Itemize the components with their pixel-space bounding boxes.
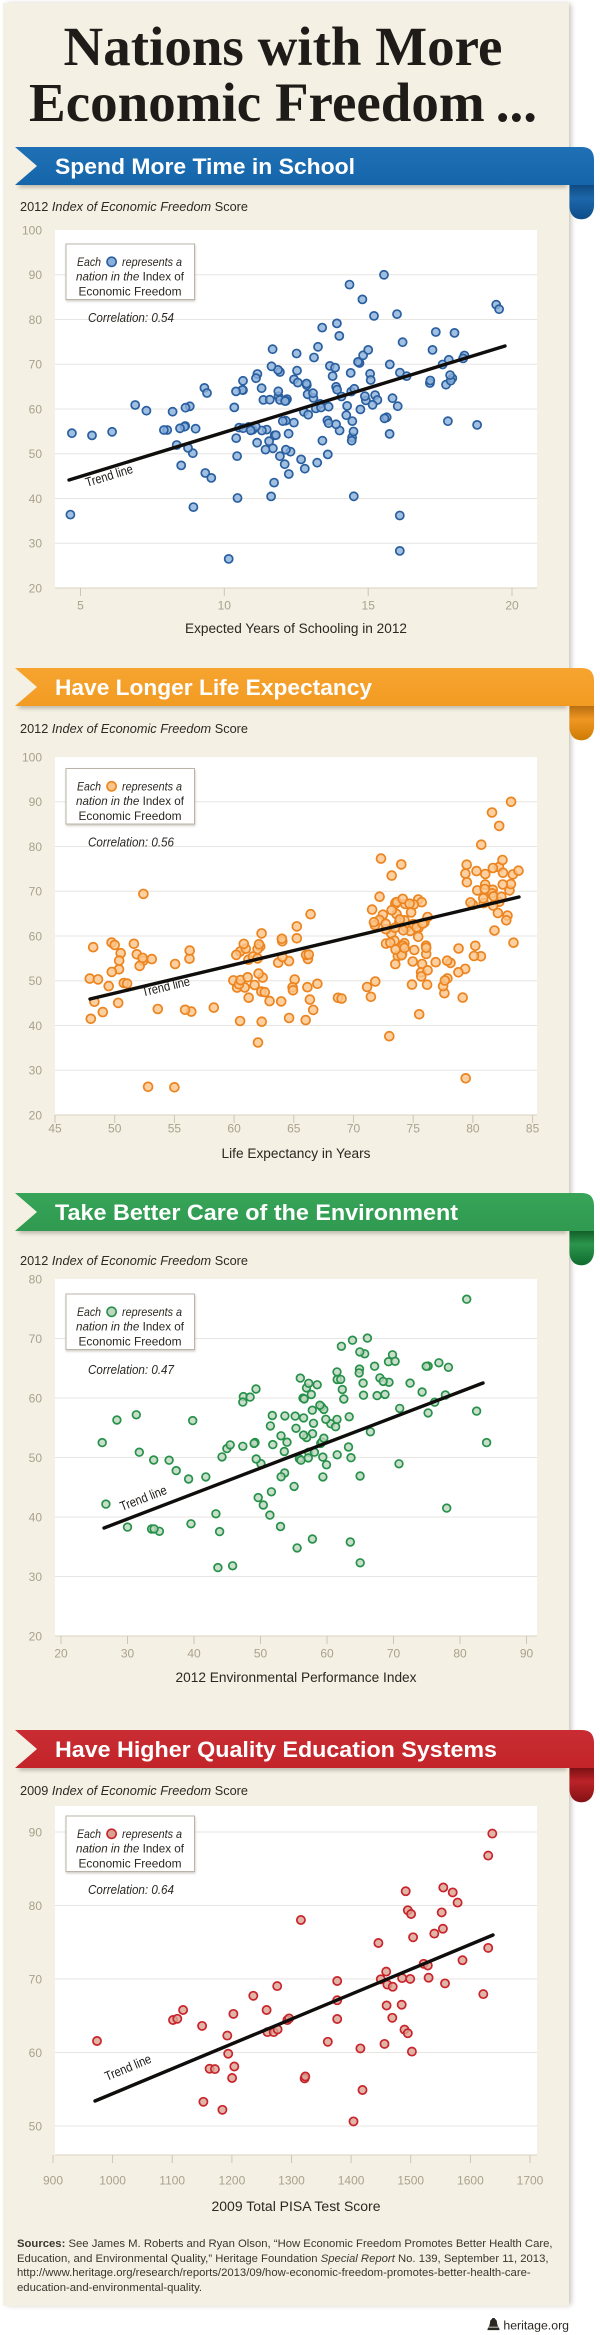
svg-text:1300: 1300 xyxy=(278,2173,305,2187)
svg-text:Have Higher Quality Education: Have Higher Quality Education Systems xyxy=(55,1737,497,1762)
svg-text:90: 90 xyxy=(29,268,43,282)
svg-text:nation in the Index of: nation in the Index of xyxy=(76,1320,185,1334)
svg-text:2012 Index of Economic Freedom: 2012 Index of Economic Freedom Score xyxy=(20,721,248,736)
svg-text:20: 20 xyxy=(29,581,43,595)
svg-text:70: 70 xyxy=(29,1972,43,1986)
svg-text:2012 Environmental Performance: 2012 Environmental Performance Index xyxy=(176,1670,417,1685)
svg-text:20: 20 xyxy=(29,1108,43,1122)
svg-text:Economic Freedom: Economic Freedom xyxy=(79,284,182,298)
svg-text:50: 50 xyxy=(29,2119,43,2133)
svg-text:Economic Freedom: Economic Freedom xyxy=(79,1856,182,1870)
svg-text:45: 45 xyxy=(48,1121,62,1135)
svg-text:represents a: represents a xyxy=(122,1827,182,1841)
svg-text:60: 60 xyxy=(29,1391,43,1405)
svg-text:5: 5 xyxy=(77,598,84,612)
svg-text:Each: Each xyxy=(77,255,101,269)
svg-text:65: 65 xyxy=(287,1121,301,1135)
svg-text:70: 70 xyxy=(29,1332,43,1346)
svg-text:70: 70 xyxy=(29,358,43,372)
svg-text:2012 Index of Economic Freedom: 2012 Index of Economic Freedom Score xyxy=(20,1253,248,1268)
svg-text:900: 900 xyxy=(43,2173,63,2187)
svg-text:80: 80 xyxy=(29,313,43,327)
svg-text:2009 Total PISA Test Score: 2009 Total PISA Test Score xyxy=(212,2199,381,2214)
svg-text:80: 80 xyxy=(29,1272,43,1286)
svg-text:Correlation: 0.64: Correlation: 0.64 xyxy=(88,1883,174,1897)
svg-text:50: 50 xyxy=(108,1121,122,1135)
svg-text:Each: Each xyxy=(77,1305,101,1319)
svg-text:1100: 1100 xyxy=(159,2173,185,2187)
svg-text:represents a: represents a xyxy=(122,1305,182,1319)
svg-text:70: 70 xyxy=(387,1646,401,1660)
svg-text:50: 50 xyxy=(29,447,43,461)
svg-text:Correlation: 0.56: Correlation: 0.56 xyxy=(88,836,174,850)
svg-text:Expected Years of Schooling in: Expected Years of Schooling in 2012 xyxy=(185,621,407,636)
svg-text:20: 20 xyxy=(29,1629,43,1643)
svg-text:85: 85 xyxy=(526,1121,540,1135)
svg-text:20: 20 xyxy=(505,598,519,612)
svg-text:60: 60 xyxy=(29,929,43,943)
svg-text:55: 55 xyxy=(168,1121,182,1135)
svg-text:75: 75 xyxy=(407,1121,421,1135)
svg-text:60: 60 xyxy=(227,1121,241,1135)
svg-text:nation in the Index of: nation in the Index of xyxy=(76,270,185,284)
svg-text:20: 20 xyxy=(54,1646,68,1660)
svg-text:2009 Index of Economic Freedom: 2009 Index of Economic Freedom Score xyxy=(20,1783,248,1798)
svg-text:Spend More Time in School: Spend More Time in School xyxy=(55,154,355,179)
svg-text:1000: 1000 xyxy=(99,2173,126,2187)
svg-text:represents a: represents a xyxy=(122,255,182,269)
svg-text:30: 30 xyxy=(29,1570,43,1584)
svg-text:1400: 1400 xyxy=(338,2173,365,2187)
svg-text:90: 90 xyxy=(29,1825,43,1839)
svg-text:Have Longer Life Expectancy: Have Longer Life Expectancy xyxy=(55,675,373,700)
svg-text:represents a: represents a xyxy=(122,780,182,794)
svg-text:50: 50 xyxy=(254,1646,268,1660)
svg-text:nation in the Index of: nation in the Index of xyxy=(76,794,185,808)
svg-text:80: 80 xyxy=(453,1646,467,1660)
svg-text:30: 30 xyxy=(29,537,43,551)
svg-text:30: 30 xyxy=(121,1646,135,1660)
svg-text:40: 40 xyxy=(29,1019,43,1033)
svg-text:90: 90 xyxy=(29,795,43,809)
svg-text:50: 50 xyxy=(29,1451,43,1465)
svg-text:40: 40 xyxy=(29,1510,43,1524)
svg-text:Economic Freedom: Economic Freedom xyxy=(79,809,182,823)
svg-text:Correlation: 0.54: Correlation: 0.54 xyxy=(88,311,174,325)
svg-text:80: 80 xyxy=(29,840,43,854)
svg-text:nation in the Index of: nation in the Index of xyxy=(76,1842,185,1856)
svg-text:70: 70 xyxy=(29,885,43,899)
svg-text:Correlation: 0.47: Correlation: 0.47 xyxy=(88,1363,175,1377)
svg-text:60: 60 xyxy=(29,402,43,416)
svg-text:Life Expectancy in Years: Life Expectancy in Years xyxy=(222,1146,371,1161)
svg-text:Each: Each xyxy=(77,1827,101,1841)
svg-text:10: 10 xyxy=(218,598,232,612)
svg-text:1500: 1500 xyxy=(397,2173,424,2187)
svg-text:40: 40 xyxy=(187,1646,201,1660)
svg-text:1700: 1700 xyxy=(517,2173,544,2187)
svg-text:80: 80 xyxy=(29,1899,43,1913)
svg-text:80: 80 xyxy=(466,1121,480,1135)
svg-text:60: 60 xyxy=(29,2046,43,2060)
svg-text:2012 Index of Economic Freedom: 2012 Index of Economic Freedom Score xyxy=(20,199,248,214)
svg-text:30: 30 xyxy=(29,1064,43,1078)
svg-text:70: 70 xyxy=(347,1121,361,1135)
svg-text:Take Better Care of the Enviro: Take Better Care of the Environment xyxy=(55,1200,459,1225)
svg-text:60: 60 xyxy=(320,1646,334,1660)
svg-text:50: 50 xyxy=(29,974,43,988)
svg-text:1600: 1600 xyxy=(457,2173,484,2187)
svg-text:100: 100 xyxy=(22,223,42,237)
svg-text:90: 90 xyxy=(520,1646,534,1660)
svg-text:Each: Each xyxy=(77,780,101,794)
svg-text:40: 40 xyxy=(29,492,43,506)
svg-text:Economic Freedom: Economic Freedom xyxy=(79,1334,182,1348)
svg-text:15: 15 xyxy=(362,598,376,612)
svg-text:1200: 1200 xyxy=(219,2173,246,2187)
svg-text:100: 100 xyxy=(22,750,42,764)
